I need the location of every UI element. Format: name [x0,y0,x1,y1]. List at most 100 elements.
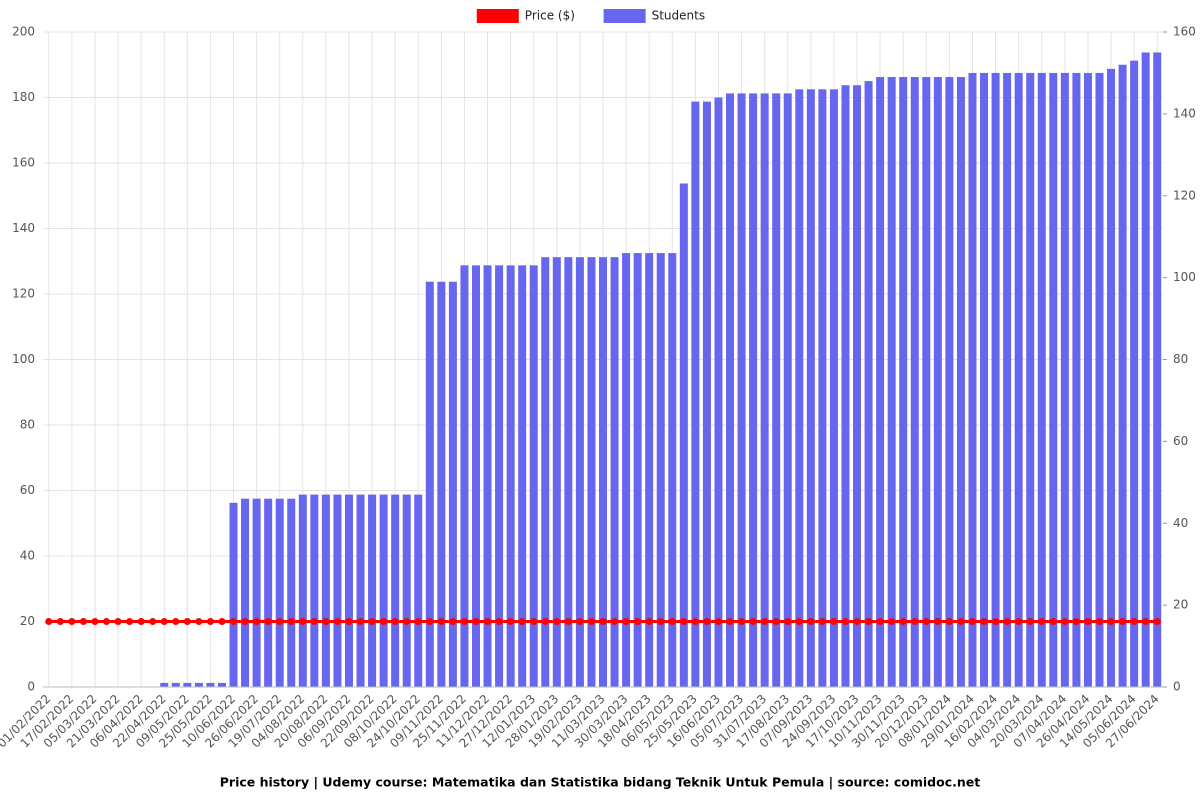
y2-tick-label: 100 [1173,270,1196,284]
price-point [1142,618,1150,625]
price-point [564,618,572,625]
price-point [449,618,457,625]
price-point [495,618,503,625]
price-point [1153,618,1161,625]
price-point [206,618,214,625]
bar [333,494,342,687]
bar [344,494,353,687]
bar [1130,60,1139,687]
legend-swatch [603,9,646,23]
bar [564,257,573,687]
price-point [599,618,607,625]
bar [1083,72,1092,687]
bar [599,257,607,687]
price-point [980,618,988,625]
bar [945,77,954,687]
bar [645,253,654,687]
price-point [945,618,953,625]
chart-title: Price history | Udemy course: Matematika… [220,775,980,790]
y-tick-label: 0 [27,680,35,694]
legend-label: Students [652,9,706,23]
bar [806,89,815,687]
bar [252,498,261,687]
price-point [1003,618,1011,625]
y-tick-label: 140 [12,221,35,235]
y-tick-label: 200 [12,25,35,39]
y-tick-label: 180 [12,90,35,104]
price-point [218,618,226,625]
bar [795,89,804,687]
bar [552,257,561,687]
price-point [299,618,307,625]
bar [183,682,192,687]
bar [460,265,469,687]
bar [1072,72,1081,687]
price-point [1107,618,1115,625]
price-point [587,618,595,625]
bar [1107,68,1116,687]
price-point [726,618,734,625]
y2-tick-label: 160 [1173,25,1196,39]
price-point [45,618,53,625]
bar [229,502,238,687]
price-point [622,618,630,625]
price-point [160,618,168,625]
price-point [230,618,238,625]
price-point [241,618,249,625]
price-point [253,618,261,625]
bar [575,257,584,687]
bar [980,72,989,687]
bar [668,253,677,687]
price-point [1084,618,1092,625]
bar [679,183,688,687]
price-point [287,618,295,625]
bar [853,85,862,687]
y2-tick-label: 80 [1173,352,1188,366]
bar [518,265,527,687]
bar [702,101,711,687]
price-point [56,618,64,625]
bar [622,253,631,687]
bar [610,257,619,687]
price-point [183,618,191,625]
price-point [437,618,445,625]
bar [772,93,781,687]
bar [217,682,226,687]
bar [506,265,515,687]
bar [818,89,827,687]
y2-tick-label: 140 [1173,106,1196,120]
y-tick-label: 40 [20,549,35,563]
price-point [761,618,769,625]
price-point [391,618,399,625]
price-point [957,618,965,625]
price-point [276,618,284,625]
y2-tick-label: 0 [1173,680,1181,694]
price-point [310,618,318,625]
y-tick-label: 120 [12,287,35,301]
price-point [968,618,976,625]
price-point [911,618,919,625]
bar [956,77,965,687]
price-point [795,618,803,625]
price-point [472,618,480,625]
price-point [645,618,653,625]
price-point [91,618,99,625]
bar [1153,52,1162,687]
bar [483,265,492,687]
bar [541,257,550,687]
price-point [1095,618,1103,625]
y-tick-label: 60 [20,483,35,497]
bar [726,93,735,687]
price-point [841,618,849,625]
price-point [1119,618,1127,625]
price-point [322,618,330,625]
bar [414,494,423,687]
bar [356,494,365,687]
y2-tick-label: 20 [1173,598,1188,612]
price-point [807,618,815,625]
bar [1037,72,1046,687]
bar [864,81,873,687]
price-point [738,618,746,625]
bar [425,281,434,687]
